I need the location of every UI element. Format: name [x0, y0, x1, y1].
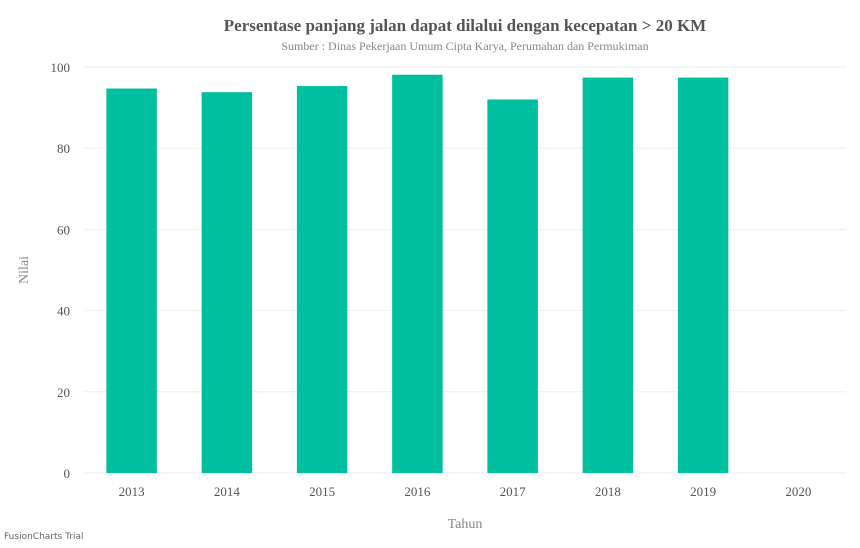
- x-tick-label: 2013: [119, 484, 145, 499]
- y-tick-label: 20: [57, 385, 70, 400]
- x-tick-label: 2018: [595, 484, 621, 499]
- bar-2014[interactable]: [201, 92, 253, 473]
- y-tick-label: 0: [64, 466, 71, 481]
- x-axis-ticks: 2013 2014 2015 2016 2017 2018 2019 2020: [119, 484, 812, 499]
- x-tick-label: 2020: [785, 484, 811, 499]
- watermark: FusionCharts Trial: [4, 532, 84, 542]
- y-tick-label: 80: [57, 141, 70, 156]
- grid-lines: [84, 66, 846, 474]
- bar-2013[interactable]: [106, 88, 157, 473]
- x-tick-label: 2015: [309, 484, 335, 499]
- x-tick-label: 2016: [404, 484, 431, 499]
- y-tick-label: 100: [51, 60, 71, 75]
- x-axis-title: Tahun: [448, 517, 483, 532]
- bar-2019[interactable]: [677, 77, 729, 473]
- y-tick-label: 40: [57, 304, 70, 319]
- bars: [106, 74, 729, 474]
- x-tick-label: 2017: [500, 484, 527, 499]
- bar-2016[interactable]: [392, 74, 443, 474]
- bar-2017[interactable]: [487, 99, 538, 473]
- y-axis-ticks: 0 20 40 60 80 100: [51, 60, 71, 481]
- chart-subtitle: Sumber : Dinas Pekerjaan Umum Cipta Kary…: [281, 39, 648, 53]
- bar-2015[interactable]: [296, 86, 348, 473]
- bar-2018[interactable]: [582, 77, 634, 473]
- x-tick-label: 2019: [690, 484, 716, 499]
- y-tick-label: 60: [57, 222, 70, 237]
- x-tick-label: 2014: [214, 484, 241, 499]
- chart-title: Persentase panjang jalan dapat dilalui d…: [224, 16, 706, 35]
- y-axis-title: Nilai: [17, 256, 32, 284]
